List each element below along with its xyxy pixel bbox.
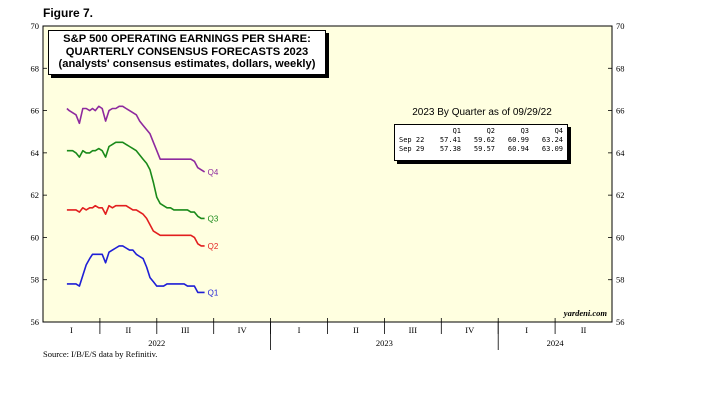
y-axis-right: 56 58 60 62 64 66 68 70: [608, 21, 625, 327]
year-label: 2023: [376, 338, 393, 348]
y-tick-label-left: 56: [31, 317, 40, 327]
table-cell: 59.57: [473, 145, 495, 153]
plot-area: [42, 25, 613, 323]
table-cell: 63.09: [541, 145, 563, 153]
table-cell: 60.99: [507, 136, 529, 144]
table-header: Q4: [554, 127, 563, 135]
table-cell: 57.38: [439, 145, 461, 153]
series-lines: Q4 Q3 Q2 Q1: [66, 105, 219, 297]
x-tick-label: III: [181, 325, 190, 335]
x-tick-label: II: [126, 325, 132, 335]
x-tick-label: II: [581, 325, 587, 335]
y-tick-label-right: 68: [616, 63, 625, 73]
series-label-q4: Q4: [208, 168, 219, 177]
table-title: 2023 By Quarter as of 09/29/22: [412, 107, 552, 118]
series-label-q2: Q2: [208, 242, 219, 251]
y-tick-label-left: 62: [31, 190, 40, 200]
y-tick-label-right: 56: [616, 317, 625, 327]
y-tick-label-right: 70: [616, 21, 625, 31]
y-axis-left: 56 58 60 62 64 66 68 70: [31, 21, 47, 327]
series-line-q3: [66, 141, 205, 220]
table-cell: 63.24: [541, 136, 563, 144]
chart-title-box: S&P 500 OPERATING EARNINGS PER SHARE: QU…: [48, 30, 326, 75]
table-cell: 60.94: [507, 145, 529, 153]
table-cell: 59.62: [473, 136, 495, 144]
y-tick-label-left: 58: [31, 275, 40, 285]
x-tick-label: II: [353, 325, 359, 335]
y-tick-label-right: 66: [616, 106, 625, 116]
y-tick-label-left: 68: [31, 63, 40, 73]
year-label: 2022: [148, 338, 165, 348]
year-label: 2024: [547, 338, 565, 348]
table-cell: 57.41: [439, 136, 461, 144]
source-note: Source: I/B/E/S data by Refinitiv.: [43, 349, 158, 359]
table-header: Q3: [520, 127, 529, 135]
y-tick-label-left: 66: [31, 106, 40, 116]
y-tick-label-right: 58: [616, 275, 625, 285]
row-label: Sep 29: [399, 145, 425, 153]
watermark: yardeni.com: [563, 308, 608, 318]
y-tick-label-left: 64: [31, 148, 40, 158]
chart-title-line-3: (analysts' consensus estimates, dollars,…: [58, 58, 316, 70]
x-tick-label: I: [525, 325, 528, 335]
y-tick-label-right: 60: [616, 232, 625, 242]
table-row: Sep 22 57.41 59.62 60.99 63.24: [395, 136, 567, 145]
series-line-q2: [66, 204, 205, 247]
x-tick-label: I: [70, 325, 73, 335]
table-row: Sep 29 57.38 59.57 60.94 63.09: [395, 145, 567, 154]
table-header: Q2: [486, 127, 495, 135]
series-line-q1: [66, 245, 205, 294]
table-header-row: Q1 Q2 Q3 Q4: [395, 127, 567, 136]
y-tick-label-right: 64: [616, 148, 625, 158]
series-label-q3: Q3: [208, 214, 219, 223]
x-tick-label: I: [298, 325, 301, 335]
chart-title-line-2: QUARTERLY CONSENSUS FORECASTS 2023: [65, 45, 309, 58]
forecast-table: Q1 Q2 Q3 Q4 Sep 22 57.41 59.62 60.99 63.…: [394, 124, 568, 161]
x-tick-label: IV: [238, 325, 248, 335]
chart-title-line-1: S&P 500 OPERATING EARNINGS PER SHARE:: [63, 33, 311, 45]
row-label: Sep 22: [399, 136, 425, 144]
series-line-q4: [66, 105, 206, 173]
y-tick-label-right: 62: [616, 190, 625, 200]
y-tick-label-left: 70: [31, 21, 40, 31]
table-header: Q1: [452, 127, 461, 135]
figure-label: Figure 7.: [43, 6, 94, 20]
x-tick-label: IV: [465, 325, 475, 335]
quarter-dividers: [99, 318, 556, 350]
y-tick-label-left: 60: [31, 232, 40, 242]
series-label-q1: Q1: [208, 288, 219, 297]
x-tick-label: III: [409, 325, 418, 335]
